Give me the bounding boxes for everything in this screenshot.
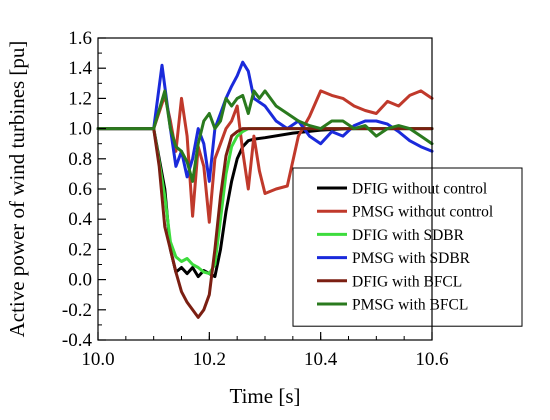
x-tick-label: 10.2 — [193, 349, 226, 370]
y-tick-label: -0.2 — [62, 300, 92, 321]
legend-label: PMSG with BFCL — [352, 297, 468, 314]
legend-label: DFIG with SDBR — [352, 227, 465, 244]
y-tick-label: 1.6 — [68, 28, 92, 49]
series-line-6 — [96, 89, 434, 183]
series-line-5 — [96, 127, 434, 319]
plot-lines — [96, 60, 434, 319]
y-tick-label: 1.4 — [68, 58, 92, 79]
legend-label: DFIG with BFCL — [352, 273, 462, 290]
x-tick-label: 10.6 — [415, 349, 448, 370]
y-tick-label: 1.0 — [68, 119, 92, 140]
y-tick-label: 1.2 — [68, 88, 92, 109]
x-axis-title: Time [s] — [230, 384, 301, 408]
x-tick-label: 10.0 — [81, 349, 114, 370]
y-tick-label: -0.4 — [62, 330, 93, 351]
y-axis: -0.4 -0.2 0.0 0.2 0.4 0.6 0.8 1.0 1.2 1.4 1.6 — [62, 28, 106, 351]
legend-label: PMSG without control — [352, 204, 493, 221]
y-axis-title: Active power of wind turbines [pu] — [5, 41, 29, 338]
x-tick-label: 10.4 — [304, 349, 338, 370]
legend-box — [292, 167, 523, 327]
y-tick-label: 0.0 — [68, 270, 92, 291]
y-tick-label: 0.4 — [68, 209, 92, 230]
legend-label: DFIG without control — [352, 181, 487, 198]
x-axis: 10.0 10.2 10.4 10.6 — [81, 332, 449, 370]
y-tick-label: 0.2 — [68, 239, 92, 260]
legend: DFIG without control PMSG without control… — [292, 167, 523, 327]
y-tick-label: 0.8 — [68, 149, 92, 170]
legend-label: PMSG with SDBR — [352, 250, 471, 267]
y-tick-label: 0.6 — [68, 179, 92, 200]
series-line-2 — [96, 89, 434, 224]
series-line-4 — [96, 60, 434, 183]
